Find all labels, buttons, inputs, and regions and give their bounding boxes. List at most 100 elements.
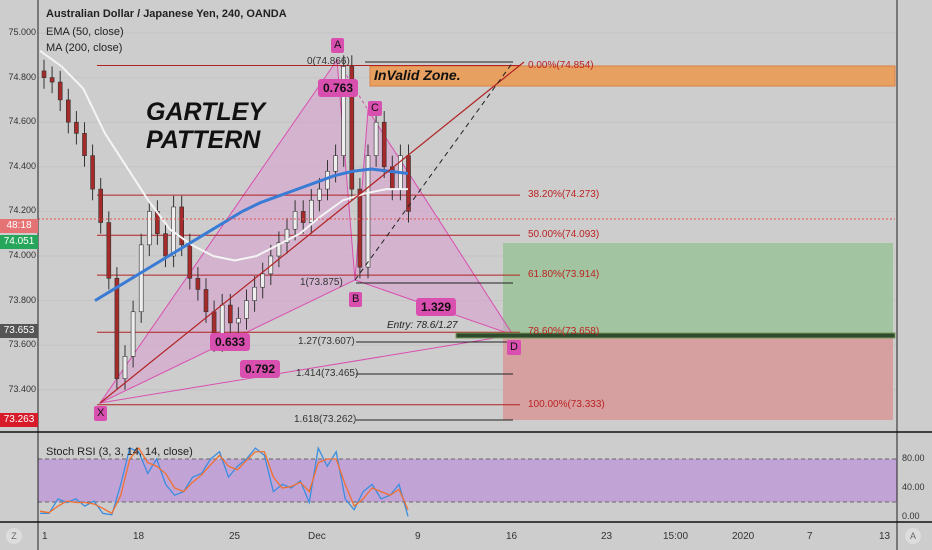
time-axis-label: 13 xyxy=(879,531,891,542)
xd-line xyxy=(99,334,514,404)
extension-label: 0(74.866) xyxy=(307,56,350,67)
price-axis-label: 74.000 xyxy=(8,250,36,260)
candle xyxy=(122,356,128,379)
candle xyxy=(406,155,411,212)
price-axis-label: 73.600 xyxy=(8,339,36,350)
candle xyxy=(365,155,371,268)
point-c: C xyxy=(368,101,382,116)
candle xyxy=(130,311,136,357)
fib-level-label: 50.00%(74.093) xyxy=(528,229,600,241)
ratio-bd: 1.329 xyxy=(416,298,457,316)
time-axis-label: 23 xyxy=(601,531,613,542)
candle xyxy=(300,211,306,223)
stoch-axis-80: 80.00 xyxy=(902,453,925,463)
ma-legend[interactable]: MA (200, close) xyxy=(46,42,123,54)
target-zone xyxy=(503,243,893,333)
time-axis-label: 1 xyxy=(42,531,48,542)
pattern-title-line1: GARTLEY xyxy=(146,98,265,126)
time-axis-label: 2020 xyxy=(732,531,755,542)
ratio-ac: 0.763 xyxy=(318,79,359,97)
candle xyxy=(74,121,79,134)
chart-title: Australian Dollar / Japanese Yen, 240, O… xyxy=(46,8,287,20)
point-b: B xyxy=(349,292,363,307)
time-axis-label: 18 xyxy=(133,531,145,542)
time-axis-label: 7 xyxy=(807,531,813,542)
extension-label: 1.27(73.607) xyxy=(298,336,355,347)
point-a: A xyxy=(331,38,345,53)
time-axis-label: 15:00 xyxy=(663,531,689,542)
price-axis-label: 74.400 xyxy=(8,160,36,171)
time-axis-label: 25 xyxy=(229,531,241,542)
extension-label: 1.414(73.465) xyxy=(296,368,359,379)
ac-line xyxy=(336,59,369,111)
candle xyxy=(90,155,95,190)
auto-scale-button[interactable]: A xyxy=(905,528,921,544)
candle xyxy=(373,121,379,156)
candle xyxy=(244,300,249,319)
countdown-badge: 48:18 xyxy=(0,219,38,233)
stoch-band xyxy=(38,459,897,502)
entry-price-badge: 73.653 xyxy=(0,324,38,338)
candle xyxy=(163,233,168,257)
candle xyxy=(228,304,233,324)
price-axis-label: 73.800 xyxy=(8,294,36,305)
extension-label: 1.618(73.262) xyxy=(294,414,357,425)
candle xyxy=(114,277,120,379)
price-axis-label: 74.800 xyxy=(8,71,36,82)
candle xyxy=(357,188,363,268)
candle xyxy=(82,133,87,156)
time-axis-label: Dec xyxy=(308,531,326,542)
time-axis-label: 9 xyxy=(415,531,421,542)
stop-zone xyxy=(503,335,893,420)
pattern-title-line2: PATTERN xyxy=(146,126,261,154)
candle xyxy=(147,211,152,246)
time-axis-label: 16 xyxy=(506,531,518,542)
price-axis-label: 75.000 xyxy=(8,27,36,37)
fib-level-label: 61.80%(73.914) xyxy=(528,269,600,281)
pattern-title: GARTLEY PATTERN xyxy=(146,98,265,154)
low-price-badge: 73.263 xyxy=(0,413,38,427)
ma200-line xyxy=(39,50,408,262)
candle xyxy=(333,155,338,172)
candle xyxy=(276,242,282,257)
ema-legend[interactable]: EMA (50, close) xyxy=(46,26,124,38)
stoch-axis-40: 40.00 xyxy=(902,482,925,492)
ratio-xb: 0.633 xyxy=(210,333,251,351)
price-axis-label: 73.400 xyxy=(8,383,36,394)
point-x: X xyxy=(94,406,108,421)
ema50-line xyxy=(94,167,409,302)
candle xyxy=(49,77,55,83)
candle xyxy=(341,66,347,156)
candle xyxy=(138,244,144,313)
candle xyxy=(66,99,71,123)
candle xyxy=(260,273,266,288)
price-axis-label: 74.600 xyxy=(8,116,36,127)
candle xyxy=(292,211,298,230)
fib-level-label: 0.00%(74.854) xyxy=(528,59,594,71)
candle xyxy=(308,199,314,223)
trend-line xyxy=(99,61,525,404)
stoch-d-line xyxy=(39,447,409,515)
candle xyxy=(41,70,47,78)
candle xyxy=(284,228,290,243)
zoom-button[interactable]: Z xyxy=(6,528,22,544)
candle xyxy=(203,289,209,313)
candle xyxy=(187,244,193,279)
invalid-zone-label: InValid Zone. xyxy=(374,67,461,83)
candle xyxy=(98,188,103,223)
candle xyxy=(179,206,184,246)
stoch-legend[interactable]: Stoch RSI (3, 3, 14, 14, close) xyxy=(46,446,193,458)
candle xyxy=(236,318,241,324)
ratio-xd: 0.792 xyxy=(240,360,281,378)
fib-level-label: 100.00%(73.333) xyxy=(528,398,605,410)
candle xyxy=(381,121,387,168)
fib-level-label: 78.60%(73.658) xyxy=(528,326,600,338)
candle xyxy=(317,188,322,201)
candle xyxy=(252,286,257,301)
candle xyxy=(57,81,63,101)
point-d: D xyxy=(507,340,521,355)
fib-level-label: 38.20%(74.273) xyxy=(528,189,600,201)
candle xyxy=(106,222,112,279)
extension-label: 1(73.875) xyxy=(300,277,343,288)
